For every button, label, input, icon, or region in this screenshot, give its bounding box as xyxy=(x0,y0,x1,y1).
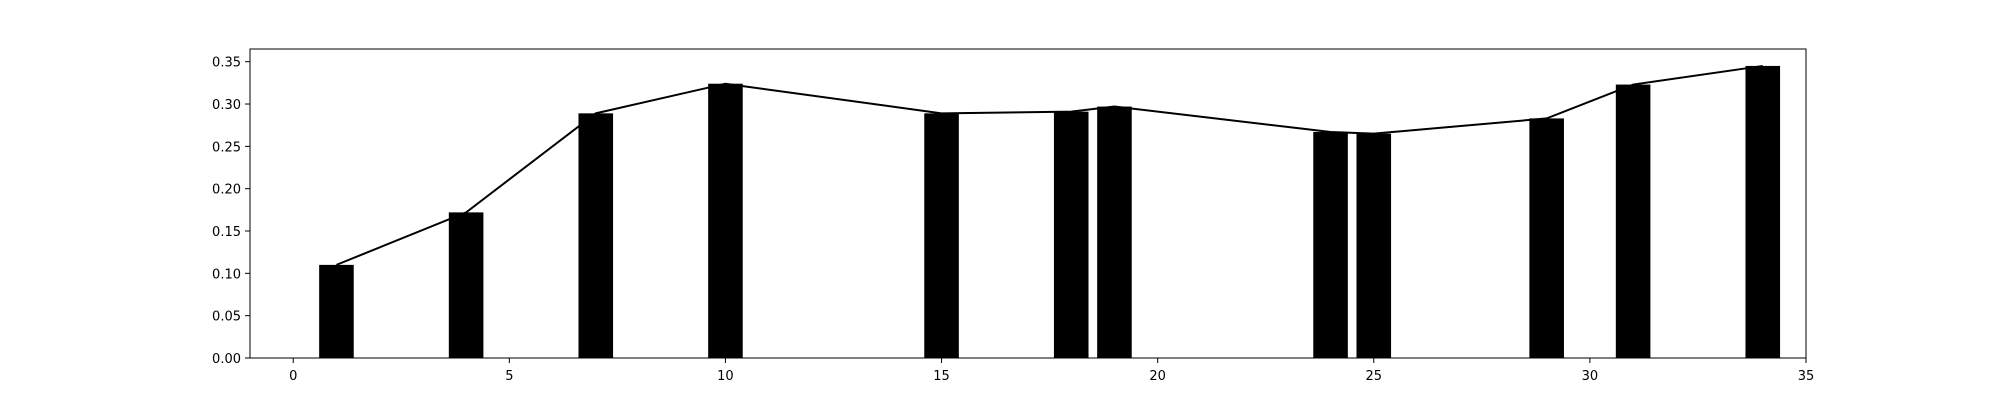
x-tick-label: 30 xyxy=(1582,369,1599,384)
x-tick-label: 0 xyxy=(289,369,297,384)
x-tick-label: 15 xyxy=(933,369,950,384)
y-tick-label: 0.30 xyxy=(212,98,241,113)
plot-frame xyxy=(249,48,1807,359)
bar xyxy=(924,113,959,359)
y-tick-label: 0.05 xyxy=(212,310,241,325)
x-tick-label: 20 xyxy=(1149,369,1166,384)
y-axis: 0.00 0.05 0.10 0.15 0.20 0.25 0.30 0.35 xyxy=(212,56,250,367)
bar xyxy=(1745,65,1781,358)
y-tick-label: 0.20 xyxy=(212,183,241,198)
y-tick-label: 0.15 xyxy=(212,225,241,240)
bar xyxy=(1615,84,1651,359)
line-series xyxy=(336,64,1763,266)
bar xyxy=(578,113,614,359)
y-tick-label: 0.25 xyxy=(212,140,241,155)
bar xyxy=(319,264,354,358)
bar xyxy=(1053,111,1089,358)
bar-series xyxy=(319,65,1781,359)
y-tick-label: 0.35 xyxy=(212,56,241,71)
x-tick-label: 5 xyxy=(505,369,513,384)
bar xyxy=(1529,118,1564,358)
bar xyxy=(1356,133,1392,358)
y-tick-label: 0.10 xyxy=(212,267,241,282)
bar xyxy=(708,83,743,358)
bar xyxy=(1313,131,1348,358)
x-tick-label: 35 xyxy=(1798,369,1815,384)
series-line xyxy=(336,64,1763,266)
x-axis: 0 5 10 15 20 25 30 35 xyxy=(289,358,1814,384)
y-tick-label: 0.00 xyxy=(212,352,241,367)
x-tick-label: 10 xyxy=(717,369,734,384)
bar xyxy=(448,212,484,358)
bar xyxy=(1097,106,1132,358)
x-tick-label: 25 xyxy=(1366,369,1383,384)
